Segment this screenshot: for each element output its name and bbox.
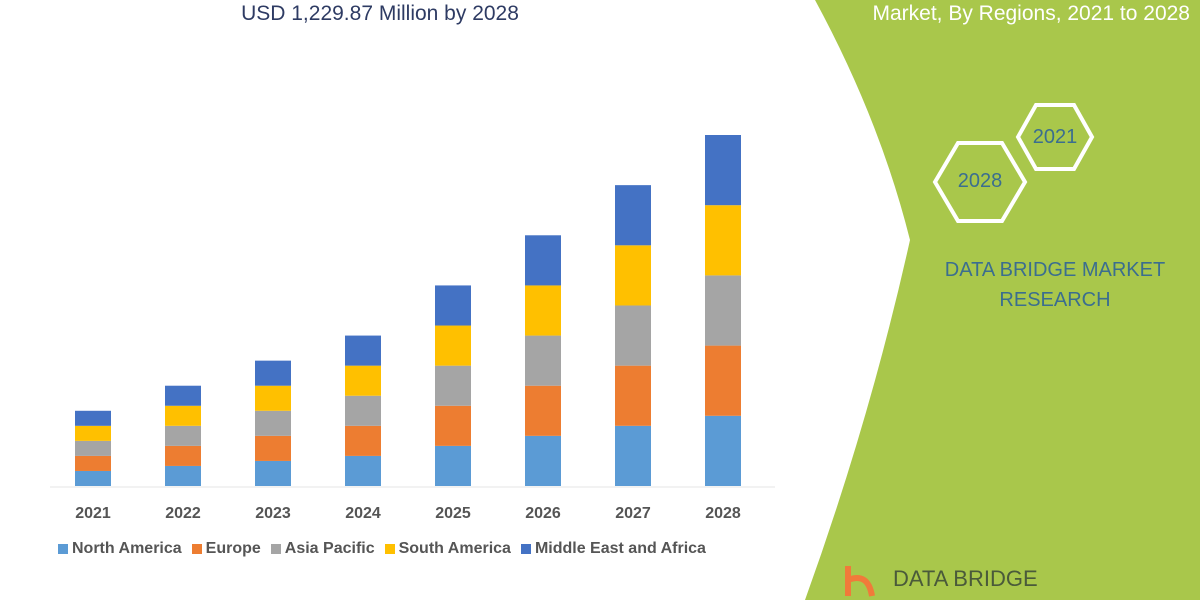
x-tick-label: 2028 — [705, 505, 741, 522]
logo-text: DATA BRIDGE — [893, 566, 1038, 591]
bar-2022-south-america — [165, 405, 201, 426]
legend-swatch — [520, 544, 531, 554]
legend-item: South America — [384, 540, 511, 558]
bar-2023-south-america — [255, 385, 291, 411]
bar-2024-middle-east-and-africa — [345, 335, 381, 366]
bar-2028-europe — [705, 345, 741, 416]
bar-2022-asia-pacific — [165, 425, 201, 446]
x-tick-label: 2023 — [255, 505, 291, 522]
x-tick-label: 2025 — [435, 505, 471, 522]
bar-2024-north-america — [345, 455, 381, 486]
bar-2028-south-america — [705, 205, 741, 276]
legend-label: South America — [398, 540, 511, 557]
bar-2021-south-america — [75, 425, 111, 441]
bar-2025-middle-east-and-africa — [435, 285, 471, 326]
bar-2028-north-america — [705, 415, 741, 486]
bar-2022-north-america — [165, 465, 201, 486]
bar-2024-south-america — [345, 365, 381, 396]
bar-2024-europe — [345, 425, 381, 456]
legend-item: Europe — [191, 540, 261, 558]
bar-2025-europe — [435, 405, 471, 446]
bar-2022-europe — [165, 445, 201, 466]
brand-name: DATA BRIDGE MARKET RESEARCH — [920, 255, 1190, 315]
legend-item: North America — [58, 540, 182, 558]
bar-2027-south-america — [615, 245, 651, 306]
legend-label: Asia Pacific — [284, 540, 375, 557]
panel-title: Market, By Regions, 2021 to 2028 — [872, 2, 1190, 25]
bar-2026-south-america — [525, 285, 561, 336]
chart-title: USD 1,229.87 Million by 2028 — [241, 2, 519, 25]
bar-2025-north-america — [435, 445, 471, 486]
bar-2026-asia-pacific — [525, 335, 561, 386]
bar-2023-asia-pacific — [255, 410, 291, 436]
x-tick-label: 2024 — [345, 505, 381, 522]
bar-2028-asia-pacific — [705, 275, 741, 346]
bar-2022-middle-east-and-africa — [165, 385, 201, 406]
bar-2026-north-america — [525, 435, 561, 486]
logo-icon — [845, 566, 875, 597]
bar-2021-europe — [75, 455, 111, 471]
bar-2024-asia-pacific — [345, 395, 381, 426]
brand-line-2: RESEARCH — [999, 289, 1111, 311]
bar-2023-middle-east-and-africa — [255, 360, 291, 386]
legend-item: Middle East and Africa — [520, 540, 706, 558]
legend-item: Asia Pacific — [270, 540, 375, 558]
bar-2023-north-america — [255, 460, 291, 486]
bar-2021-middle-east-and-africa — [75, 410, 111, 426]
bar-2025-south-america — [435, 325, 471, 366]
legend-swatch — [270, 544, 281, 554]
hex-2021-label: 2021 — [1032, 126, 1078, 148]
chart-legend: North America Europe Asia Pacific South Ame… — [58, 540, 706, 558]
bar-2027-asia-pacific — [615, 305, 651, 366]
x-tick-label: 2026 — [525, 505, 561, 522]
x-tick-label: 2027 — [615, 505, 651, 522]
bar-2026-europe — [525, 385, 561, 436]
hex-2028-label: 2028 — [957, 170, 1003, 192]
brand-line-1: DATA BRIDGE MARKET — [944, 259, 1166, 281]
bar-2021-asia-pacific — [75, 440, 111, 456]
legend-label: Europe — [205, 540, 261, 557]
bar-2026-middle-east-and-africa — [525, 235, 561, 286]
bar-2023-europe — [255, 435, 291, 461]
bar-2027-north-america — [615, 425, 651, 486]
bar-2028-middle-east-and-africa — [705, 135, 741, 206]
legend-swatch — [191, 544, 202, 554]
legend-swatch — [384, 544, 395, 554]
x-tick-label: 2021 — [75, 505, 111, 522]
bar-2025-asia-pacific — [435, 365, 471, 406]
legend-label: North America — [72, 540, 182, 557]
green-panel — [805, 0, 1200, 600]
legend-swatch — [58, 544, 68, 554]
bar-2021-north-america — [75, 470, 111, 486]
bar-2027-europe — [615, 365, 651, 426]
bar-2027-middle-east-and-africa — [615, 185, 651, 246]
x-tick-label: 2022 — [165, 505, 201, 522]
hexagon-2021-outline — [1015, 103, 1095, 171]
legend-label: Middle East and Africa — [534, 540, 706, 557]
hexagon-2028-outline — [932, 141, 1028, 223]
